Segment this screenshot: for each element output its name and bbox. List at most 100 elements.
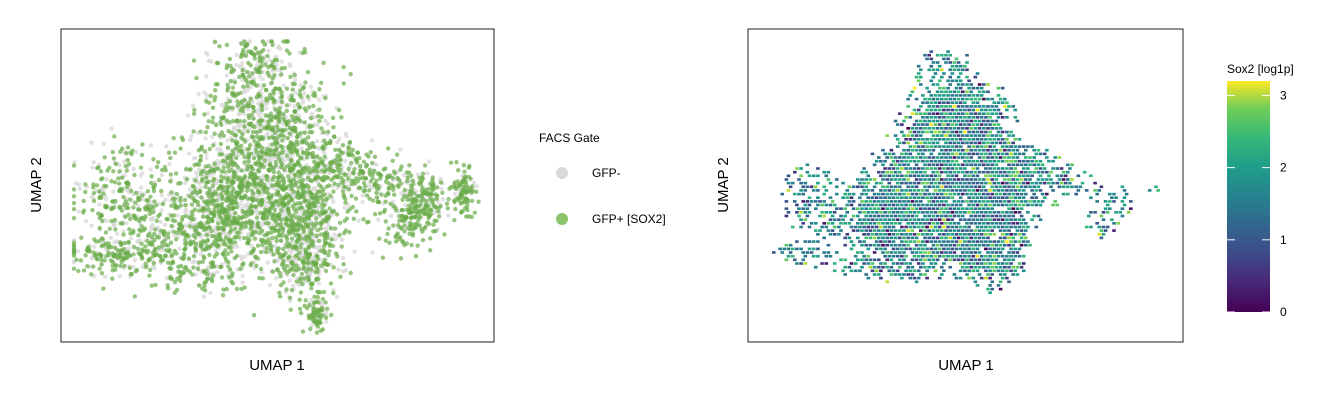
gfp-positive-point (219, 275, 225, 280)
gfp-positive-point (211, 143, 216, 148)
hexbin-cell (956, 163, 961, 167)
gfp-positive-point (246, 74, 252, 79)
gfp-positive-point (151, 157, 156, 162)
gfp-negative-point (77, 186, 83, 191)
gfp-positive-point (472, 210, 477, 215)
gfp-positive-point (309, 267, 314, 272)
hexbin-cell (1028, 170, 1032, 174)
gfp-negative-point (403, 202, 408, 208)
gfp-positive-point (138, 165, 144, 170)
hexbin-cell (935, 112, 940, 115)
hexbin-cell (1013, 116, 1018, 119)
gfp-positive-point (217, 133, 222, 138)
hexbin-cell (927, 105, 931, 108)
gfp-positive-point (324, 230, 329, 236)
gfp-positive-point (297, 179, 302, 184)
gfp-positive-point (205, 276, 211, 281)
gfp-positive-point (330, 115, 336, 121)
gfp-positive-point (198, 154, 204, 159)
hexbin-cell (948, 185, 952, 189)
hexbin-cell (931, 68, 936, 72)
hexbin-cell (988, 130, 992, 134)
gfp-negative-point (129, 236, 134, 241)
gfp-positive-point (460, 209, 465, 214)
hexbin-cell (904, 189, 908, 192)
gfp-positive-point (287, 222, 292, 228)
gfp-positive-point (318, 226, 324, 231)
gfp-positive-point (410, 197, 416, 202)
gfp-positive-point (188, 241, 193, 246)
hexbin-cell (969, 105, 973, 108)
legend-key-gfp-negative (556, 167, 568, 179)
gfp-positive-point (301, 84, 307, 90)
hexbin-cell (956, 148, 961, 152)
gfp-positive-point (277, 198, 282, 203)
hexbin-cell (973, 119, 978, 123)
gfp-positive-point (284, 86, 290, 91)
hexbin-cell (956, 156, 961, 159)
gfp-positive-point (293, 232, 298, 238)
gfp-positive-point (218, 184, 223, 189)
hexbin-cell (944, 90, 948, 94)
hexbin-cell (944, 105, 948, 108)
hexbin-cell (979, 145, 984, 148)
hexbin-cell (954, 108, 959, 112)
hexbin-cell (925, 145, 929, 148)
hexbin-cell (797, 178, 801, 181)
gfp-positive-point (113, 161, 119, 167)
hexbin-cell (786, 174, 791, 178)
hexbin-cell (963, 123, 967, 126)
gfp-negative-point (335, 140, 340, 145)
hexbin-cell (895, 174, 900, 178)
gfp-negative-point (189, 133, 194, 139)
gfp-positive-point (207, 252, 212, 258)
gfp-positive-point (417, 180, 423, 185)
hexbin-cell (893, 156, 898, 159)
gfp-positive-point (172, 279, 178, 285)
hexbin-cell (1007, 156, 1011, 159)
gfp-positive-point (211, 178, 216, 183)
hexbin-cell (904, 174, 908, 178)
gfp-positive-point (272, 174, 277, 180)
gfp-positive-point (361, 217, 366, 222)
gfp-positive-point (170, 218, 175, 223)
hexbin-cell (1049, 178, 1053, 181)
hexbin-cell (1030, 174, 1034, 178)
hexbin-cell (973, 170, 978, 174)
hexbin-cell (942, 108, 946, 112)
hexbin-cell (992, 189, 997, 192)
hexbin-cell (910, 148, 915, 152)
gfp-positive-point (228, 245, 233, 250)
gfp-positive-point (334, 212, 340, 217)
gfp-positive-point (332, 181, 337, 186)
hexbin-cell (971, 145, 976, 148)
gfp-positive-point (209, 217, 214, 222)
gfp-positive-point (372, 212, 378, 217)
gfp-positive-point (140, 249, 145, 254)
hexbin-cell (1013, 159, 1018, 163)
hexbin-cell (923, 170, 927, 174)
hexbin-cell (1005, 138, 1009, 141)
hexbin-cell (891, 152, 896, 156)
gfp-negative-point (104, 197, 109, 202)
hexbin-cell (940, 105, 944, 108)
gfp-positive-point (266, 167, 271, 172)
gfp-positive-point (312, 90, 317, 96)
hexbin-cell (961, 119, 965, 123)
gfp-positive-point (233, 139, 238, 144)
gfp-negative-point (208, 290, 213, 296)
gfp-positive-point (96, 165, 101, 170)
gfp-negative-point (317, 244, 323, 250)
hexbin-cell (973, 141, 978, 145)
hexbin-cell (940, 53, 944, 57)
gfp-positive-point (289, 114, 295, 119)
hexbin-cell (1057, 178, 1062, 181)
gfp-positive-point (405, 175, 410, 180)
gfp-negative-point (158, 219, 163, 225)
hexbin-cell (952, 163, 957, 167)
hexbin-cell (954, 174, 959, 178)
gfp-negative-point (309, 323, 314, 328)
gfp-positive-point (241, 183, 246, 189)
gfp-positive-point (225, 108, 230, 113)
hexbin-cell (986, 127, 990, 130)
